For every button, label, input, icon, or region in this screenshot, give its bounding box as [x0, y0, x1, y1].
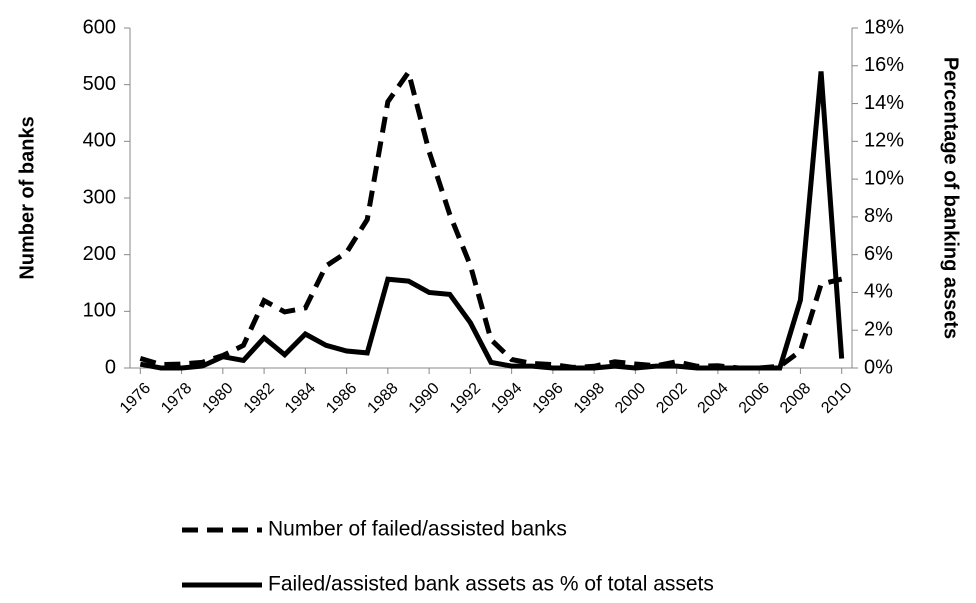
- x-tick-label: 1982: [241, 380, 278, 417]
- y2-tick-label: 10%: [864, 167, 904, 189]
- x-tick-label: 2004: [695, 380, 732, 417]
- x-tick-label: 1990: [406, 380, 443, 417]
- legend-label: Failed/assisted bank assets as % of tota…: [268, 573, 714, 596]
- y2-tick-label: 2%: [864, 319, 893, 341]
- y-tick-label: 500: [83, 73, 116, 95]
- y2-tick-label: 0%: [864, 356, 893, 378]
- y2-tick-label: 6%: [864, 243, 893, 265]
- x-tick-label: 1984: [282, 380, 319, 417]
- y2-tick-label: 8%: [864, 205, 893, 227]
- x-tick-label: 2006: [736, 380, 773, 417]
- x-tick-label: 1980: [199, 380, 236, 417]
- y2-tick-label: 16%: [864, 54, 904, 76]
- x-tick-label: 1996: [530, 380, 567, 417]
- x-tick-label: 2000: [612, 380, 649, 417]
- x-tick-label: 1988: [364, 380, 401, 417]
- legend-label: Number of failed/assisted banks: [268, 518, 567, 541]
- x-tick-label: 2010: [818, 380, 855, 417]
- series-line: [139, 71, 845, 371]
- x-tick-label: 1994: [488, 380, 525, 417]
- y-tick-label: 100: [83, 300, 116, 322]
- x-tick-label: 2008: [777, 380, 814, 417]
- x-tick-label: 1992: [447, 380, 484, 417]
- x-tick-label: 1978: [158, 380, 195, 417]
- series-line: [139, 66, 843, 371]
- y2-tick-label: 14%: [864, 92, 904, 114]
- x-tick-label: 1998: [571, 380, 608, 417]
- y-tick-label: 300: [83, 186, 116, 208]
- x-tick-label: 1986: [323, 380, 360, 417]
- y2-tick-label: 12%: [864, 130, 904, 152]
- y-axis-title: Number of banks: [16, 116, 38, 279]
- y-tick-label: 600: [83, 16, 116, 38]
- x-tick-label: 2002: [653, 380, 690, 417]
- y-tick-label: 400: [83, 130, 116, 152]
- y-tick-label: 0: [105, 356, 116, 378]
- y-tick-label: 200: [83, 243, 116, 265]
- y2-tick-label: 18%: [864, 16, 904, 38]
- y2-axis-title: Percentage of banking assets: [940, 57, 962, 339]
- x-tick-label: 1976: [117, 380, 154, 417]
- y2-tick-label: 4%: [864, 281, 893, 303]
